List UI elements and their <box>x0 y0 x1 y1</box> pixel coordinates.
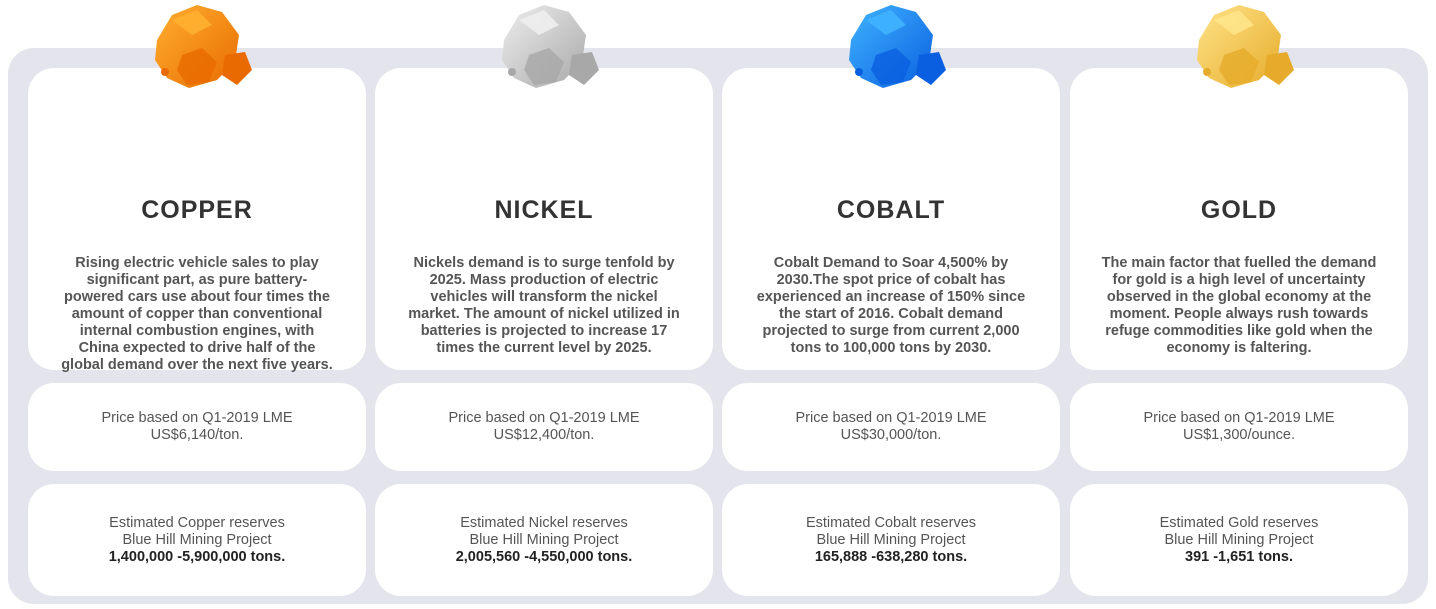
reserves-label: Estimated Cobalt reserves <box>722 515 1060 532</box>
rock-icon <box>821 0 961 100</box>
reserves-label: Estimated Nickel reserves <box>375 515 713 532</box>
price-value: US$1,300/ounce. <box>1070 427 1408 444</box>
price-label: Price based on Q1-2019 LME <box>28 410 366 427</box>
mineral-description: Cobalt Demand to Soar 4,500% by 2030.The… <box>752 255 1030 357</box>
mineral-title: COBALT <box>722 196 1060 225</box>
price-value: US$30,000/ton. <box>722 427 1060 444</box>
price-label: Price based on Q1-2019 LME <box>1070 410 1408 427</box>
reserves-value: 2,005,560 -4,550,000 tons. <box>375 549 713 566</box>
price-value: US$12,400/ton. <box>375 427 713 444</box>
project-name: Blue Hill Mining Project <box>375 532 713 549</box>
page: COPPER Rising electric vehicle sales to p… <box>0 0 1436 609</box>
reserves-label: Estimated Copper reserves <box>28 515 366 532</box>
mineral-description: The main factor that fuelled the demand … <box>1100 255 1378 357</box>
price-label: Price based on Q1-2019 LME <box>722 410 1060 427</box>
rock-icon <box>127 0 267 100</box>
mineral-title: COPPER <box>28 196 366 225</box>
mineral-card: NICKEL Nickels demand is to surge tenfold… <box>375 68 713 370</box>
mineral-description: Rising electric vehicle sales to play si… <box>58 255 336 374</box>
mineral-card: GOLD The main factor that fuelled the dem… <box>1070 68 1408 370</box>
reserves-value: 1,400,000 -5,900,000 tons. <box>28 549 366 566</box>
mineral-title: GOLD <box>1070 196 1408 225</box>
reserves-value: 165,888 -638,280 tons. <box>722 549 1060 566</box>
price-label: Price based on Q1-2019 LME <box>375 410 713 427</box>
project-name: Blue Hill Mining Project <box>28 532 366 549</box>
project-name: Blue Hill Mining Project <box>1070 532 1408 549</box>
mineral-description: Nickels demand is to surge tenfold by 20… <box>405 255 683 357</box>
price-value: US$6,140/ton. <box>28 427 366 444</box>
mineral-card: COBALT Cobalt Demand to Soar 4,500% by 20… <box>722 68 1060 370</box>
reserves-value: 391 -1,651 tons. <box>1070 549 1408 566</box>
project-name: Blue Hill Mining Project <box>722 532 1060 549</box>
reserves-label: Estimated Gold reserves <box>1070 515 1408 532</box>
rock-icon <box>474 0 614 100</box>
mineral-title: NICKEL <box>375 196 713 225</box>
rock-icon <box>1169 0 1309 100</box>
